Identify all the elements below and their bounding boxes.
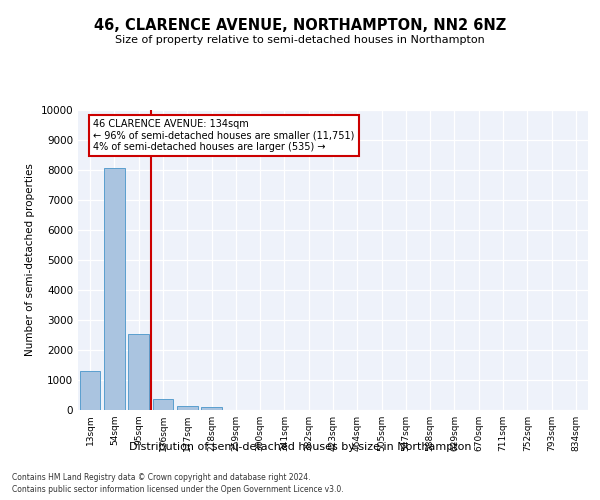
Y-axis label: Number of semi-detached properties: Number of semi-detached properties: [25, 164, 35, 356]
Bar: [80, 371, 100, 410]
Bar: [152, 398, 173, 410]
Text: Distribution of semi-detached houses by size in Northampton: Distribution of semi-detached houses by …: [129, 442, 471, 452]
Text: 46, CLARENCE AVENUE, NORTHAMPTON, NN2 6NZ: 46, CLARENCE AVENUE, NORTHAMPTON, NN2 6N…: [94, 18, 506, 32]
Text: Size of property relative to semi-detached houses in Northampton: Size of property relative to semi-detach…: [115, 35, 485, 45]
Bar: [201, 408, 222, 410]
Text: Contains HM Land Registry data © Crown copyright and database right 2024.: Contains HM Land Registry data © Crown c…: [12, 472, 311, 482]
Text: Contains public sector information licensed under the Open Government Licence v3: Contains public sector information licen…: [12, 485, 344, 494]
Bar: [177, 406, 197, 410]
Text: 46 CLARENCE AVENUE: 134sqm
← 96% of semi-detached houses are smaller (11,751)
4%: 46 CLARENCE AVENUE: 134sqm ← 96% of semi…: [94, 119, 355, 152]
Bar: [128, 334, 149, 410]
Bar: [104, 168, 125, 410]
